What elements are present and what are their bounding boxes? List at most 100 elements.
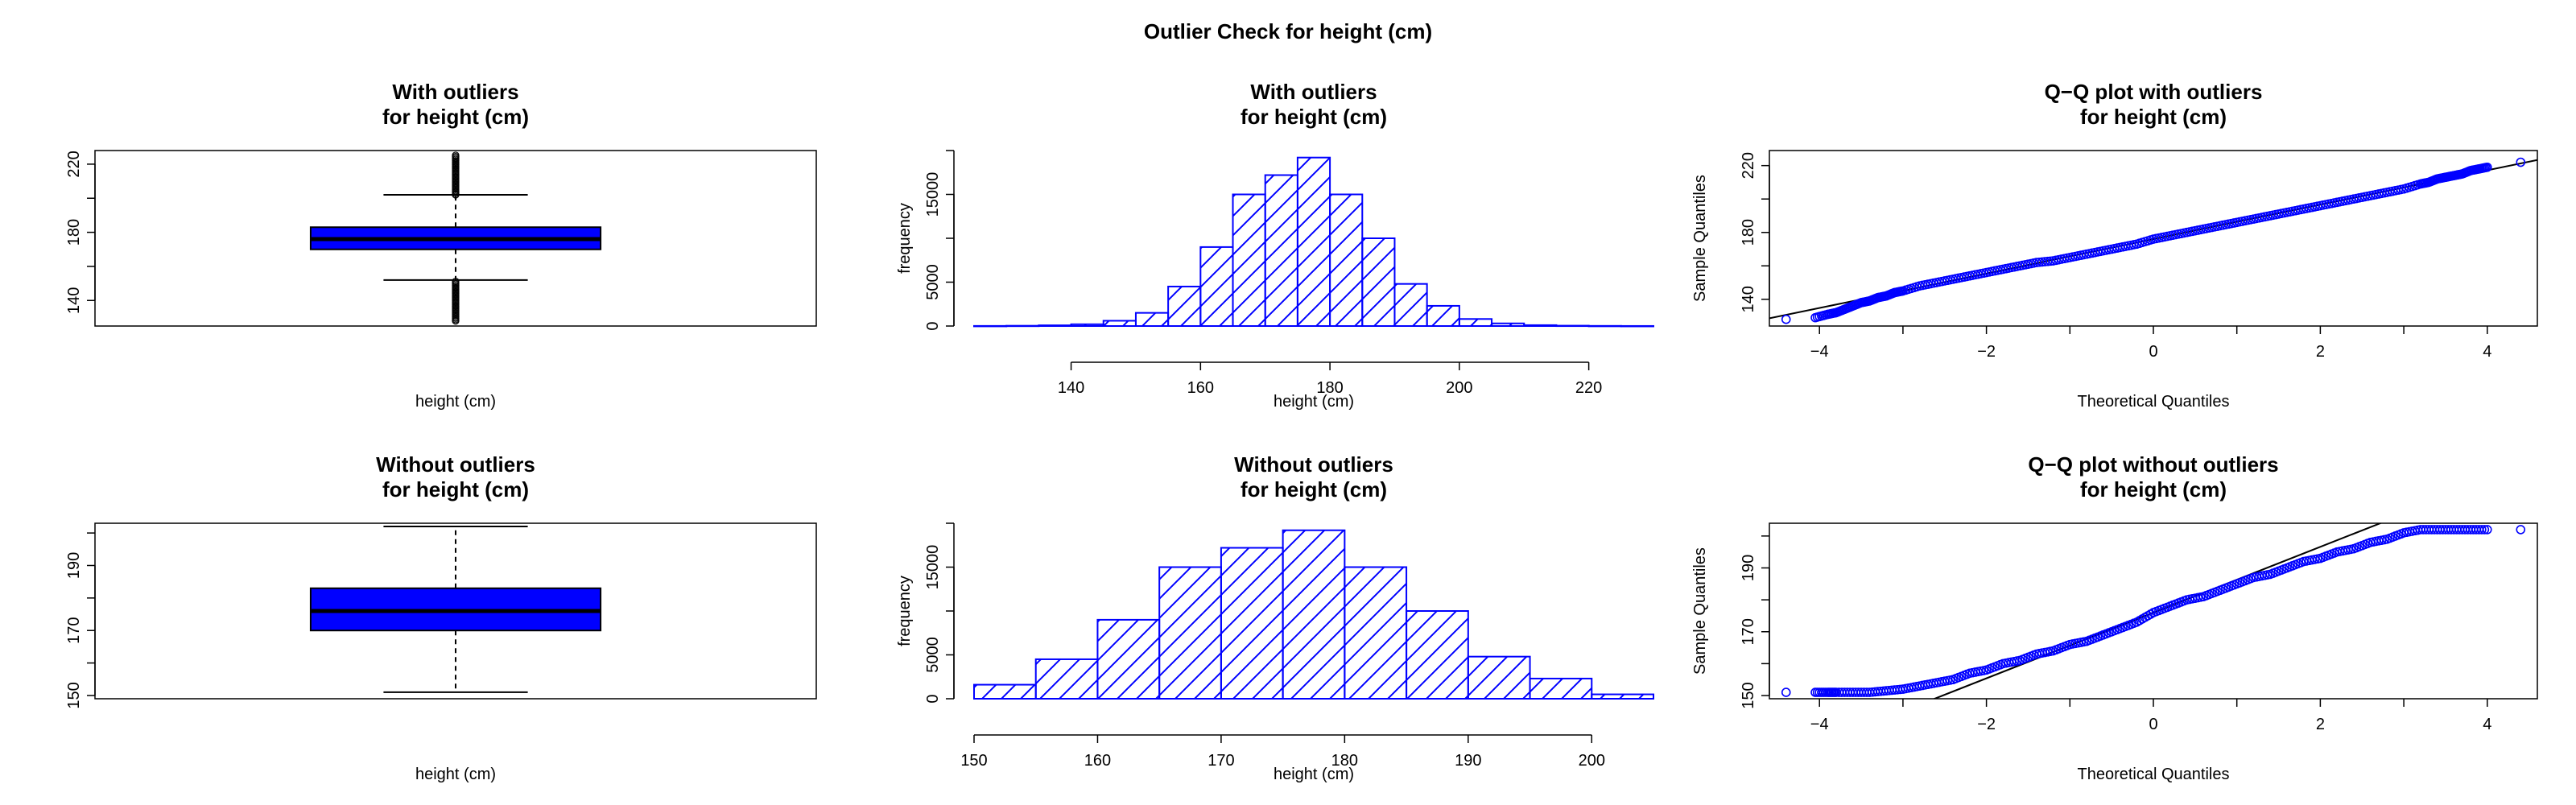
y-axis-label: frequency xyxy=(896,203,914,274)
x-axis-label: height (cm) xyxy=(415,393,496,411)
histogram-bar xyxy=(1329,193,1364,327)
y-axis-label: Sample Quantiles xyxy=(1691,547,1709,675)
histogram-bar xyxy=(1426,304,1460,327)
x-tick-label: 160 xyxy=(1187,379,1214,397)
figure-title: Outlier Check for height (cm) xyxy=(1144,19,1432,43)
histogram-bar xyxy=(1096,618,1161,700)
y-tick-label: 170 xyxy=(65,617,83,644)
qq-point xyxy=(2516,157,2526,167)
panel-title-line: for height (cm) xyxy=(1241,105,1387,129)
x-tick-label: −2 xyxy=(1977,343,1996,361)
histogram-bar xyxy=(1220,547,1284,700)
x-tick-label: −4 xyxy=(1810,716,1829,733)
x-tick-label: 2 xyxy=(2316,343,2325,361)
x-tick-label: 150 xyxy=(960,752,987,770)
qq-points xyxy=(1781,157,2526,324)
qq-reference-line xyxy=(1932,523,2383,699)
histogram-bar xyxy=(973,683,1037,700)
histogram-bar xyxy=(1282,529,1346,700)
histogram-bar xyxy=(1158,566,1222,700)
x-tick-label: 0 xyxy=(2149,716,2157,733)
outlier-point xyxy=(452,277,460,286)
x-tick-label: 220 xyxy=(1575,379,1602,397)
x-tick-label: 4 xyxy=(2483,343,2491,361)
panel-title-line: for height (cm) xyxy=(2080,477,2227,502)
histogram-bar xyxy=(1167,285,1202,328)
x-axis-label: Theoretical Quantiles xyxy=(2078,766,2230,783)
histogram-bar xyxy=(1296,156,1331,327)
y-tick-label: 15000 xyxy=(924,172,942,217)
y-tick-label: 190 xyxy=(1740,555,1757,581)
panel-title-line: With outliers xyxy=(392,80,518,104)
y-tick-label: 180 xyxy=(65,219,83,246)
panel-title-line: for height (cm) xyxy=(2080,105,2227,129)
x-tick-label: 4 xyxy=(2483,716,2491,733)
y-tick-label: 150 xyxy=(65,682,83,708)
histogram-bar xyxy=(1458,318,1493,327)
panel-title-line: Q−Q plot without outliers xyxy=(2028,452,2278,477)
histogram-bar xyxy=(1034,658,1099,700)
histogram-bar xyxy=(1393,283,1428,327)
y-axis-label: Sample Quantiles xyxy=(1691,175,1709,302)
panel-title-line: Without outliers xyxy=(1234,452,1393,477)
x-tick-label: −4 xyxy=(1810,343,1829,361)
histogram-bar xyxy=(1361,237,1396,327)
x-tick-label: 180 xyxy=(1316,379,1343,397)
histogram-bar xyxy=(1102,320,1137,327)
histogram-bar xyxy=(1523,324,1558,328)
x-axis-label: Theoretical Quantiles xyxy=(2078,393,2230,411)
x-tick-label: 170 xyxy=(1208,752,1234,770)
panel-title-line: With outliers xyxy=(1250,80,1377,104)
y-tick-label: 180 xyxy=(1740,219,1757,246)
x-tick-label: 140 xyxy=(1058,379,1084,397)
qq-point xyxy=(2482,525,2492,535)
panel-title-line: Q−Q plot with outliers xyxy=(2045,80,2263,104)
histogram-bar xyxy=(1344,566,1408,700)
y-tick-label: 170 xyxy=(1740,618,1757,645)
histogram-bar xyxy=(973,324,1008,328)
histogram-bar xyxy=(1587,324,1622,328)
y-tick-label: 15000 xyxy=(924,545,942,590)
histogram-bar xyxy=(1529,677,1593,700)
histogram-bar xyxy=(1491,322,1525,328)
x-tick-label: 180 xyxy=(1331,752,1358,770)
y-tick-label: 220 xyxy=(65,151,83,177)
x-tick-label: 0 xyxy=(2149,343,2157,361)
x-axis-label: height (cm) xyxy=(415,766,496,783)
panel-title-line: for height (cm) xyxy=(382,477,529,502)
y-tick-label: 190 xyxy=(65,552,83,579)
histogram-bar xyxy=(1199,246,1234,327)
y-tick-label: 0 xyxy=(924,321,942,330)
y-tick-label: 150 xyxy=(1740,682,1757,708)
x-axis-label: height (cm) xyxy=(1274,393,1354,411)
x-tick-label: 160 xyxy=(1084,752,1111,770)
histogram-bar xyxy=(1620,324,1655,328)
histogram-bar xyxy=(1555,324,1590,328)
histogram-bar xyxy=(1406,610,1469,700)
qq-points xyxy=(1781,525,2526,697)
panel-title-line: Without outliers xyxy=(376,452,535,477)
y-tick-label: 5000 xyxy=(924,637,942,673)
histogram-bar xyxy=(1232,193,1266,327)
outliers-high xyxy=(452,151,460,199)
x-tick-label: −2 xyxy=(1977,716,1996,733)
histogram-bar xyxy=(1591,693,1654,700)
y-tick-label: 140 xyxy=(1740,286,1757,312)
x-tick-label: 200 xyxy=(1579,752,1605,770)
x-tick-label: 200 xyxy=(1446,379,1472,397)
y-tick-label: 5000 xyxy=(924,264,942,300)
x-tick-label: 2 xyxy=(2316,716,2325,733)
qq-point xyxy=(2516,525,2526,535)
y-tick-label: 140 xyxy=(65,287,83,314)
outliers-low xyxy=(452,277,460,325)
x-tick-label: 190 xyxy=(1455,752,1481,770)
histogram-bar xyxy=(1134,312,1170,327)
